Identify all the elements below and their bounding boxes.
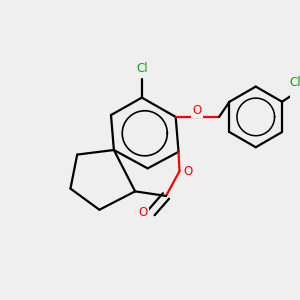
Text: O: O — [139, 206, 148, 219]
Text: O: O — [183, 165, 192, 178]
Text: Cl: Cl — [136, 62, 148, 75]
Text: Cl: Cl — [290, 76, 300, 89]
Text: O: O — [192, 103, 202, 116]
